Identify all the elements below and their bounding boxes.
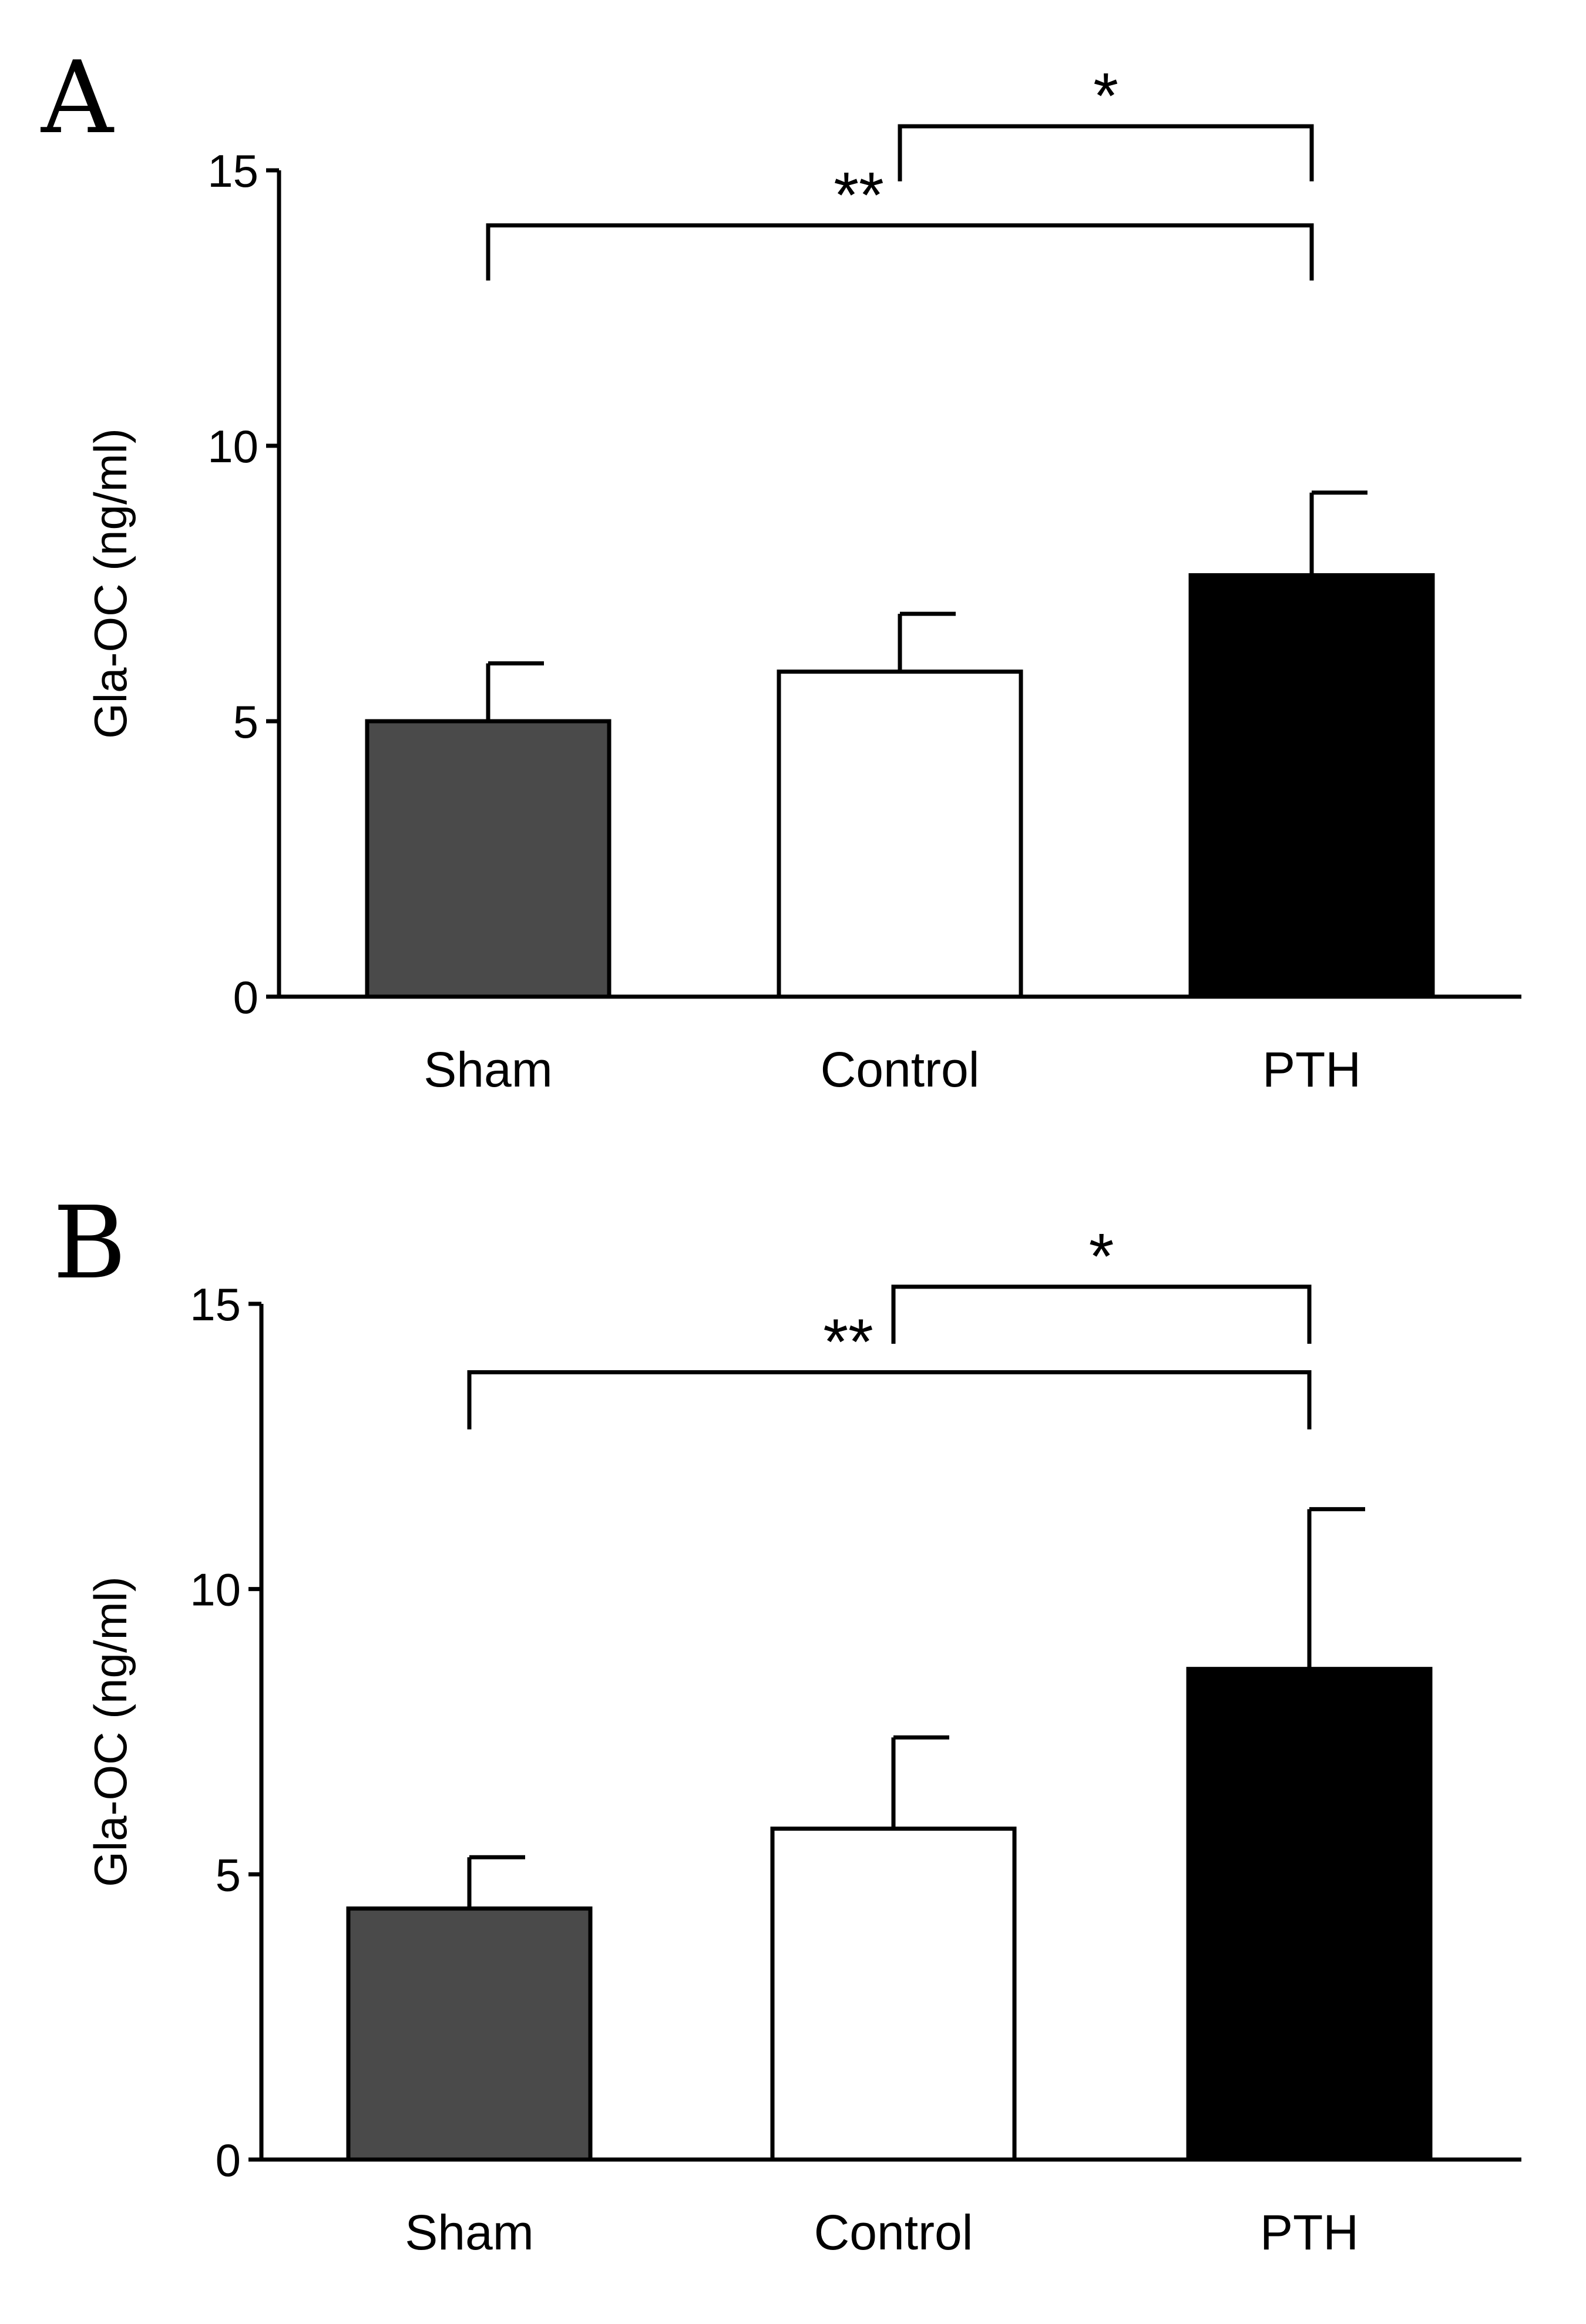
bar-pth — [1188, 573, 1435, 999]
y-tick-label: 5 — [233, 696, 258, 748]
y-tick-label: 0 — [216, 2134, 241, 2186]
x-category-label: Control — [821, 1042, 980, 1097]
y-tick-label: 10 — [190, 1564, 241, 1616]
significance-bracket — [486, 223, 1314, 281]
panel-letter-b: B — [53, 1185, 126, 1301]
significance-bracket — [898, 124, 1314, 181]
y-tick-label: 15 — [190, 1279, 241, 1330]
significance-label: * — [1089, 1220, 1114, 1293]
significance-label: ** — [834, 159, 884, 231]
y-axis-title: Gla-OC (ng/ml) — [85, 428, 136, 739]
bar-sham — [346, 1906, 593, 2162]
panel-letter-a: A — [41, 40, 115, 156]
significance-label: * — [1093, 60, 1118, 132]
y-tick-label: 5 — [216, 1849, 241, 1901]
significance-label: ** — [823, 1306, 873, 1378]
bar-sham — [365, 719, 611, 999]
x-category-label: Sham — [405, 2205, 533, 2260]
bar-control — [770, 1827, 1017, 2162]
y-axis-title: Gla-OC (ng/ml) — [85, 1576, 136, 1887]
y-tick-label: 10 — [207, 421, 258, 472]
x-category-label: Control — [814, 2205, 973, 2260]
significance-bracket — [467, 1370, 1312, 1430]
x-category-label: PTH — [1260, 2205, 1359, 2260]
bar-control — [777, 670, 1023, 999]
x-category-label: PTH — [1262, 1042, 1361, 1097]
significance-bracket — [891, 1284, 1312, 1344]
y-tick-label: 15 — [207, 145, 258, 197]
y-tick-label: 0 — [233, 971, 258, 1023]
x-category-label: Sham — [424, 1042, 552, 1097]
bar-pth — [1186, 1667, 1433, 2162]
